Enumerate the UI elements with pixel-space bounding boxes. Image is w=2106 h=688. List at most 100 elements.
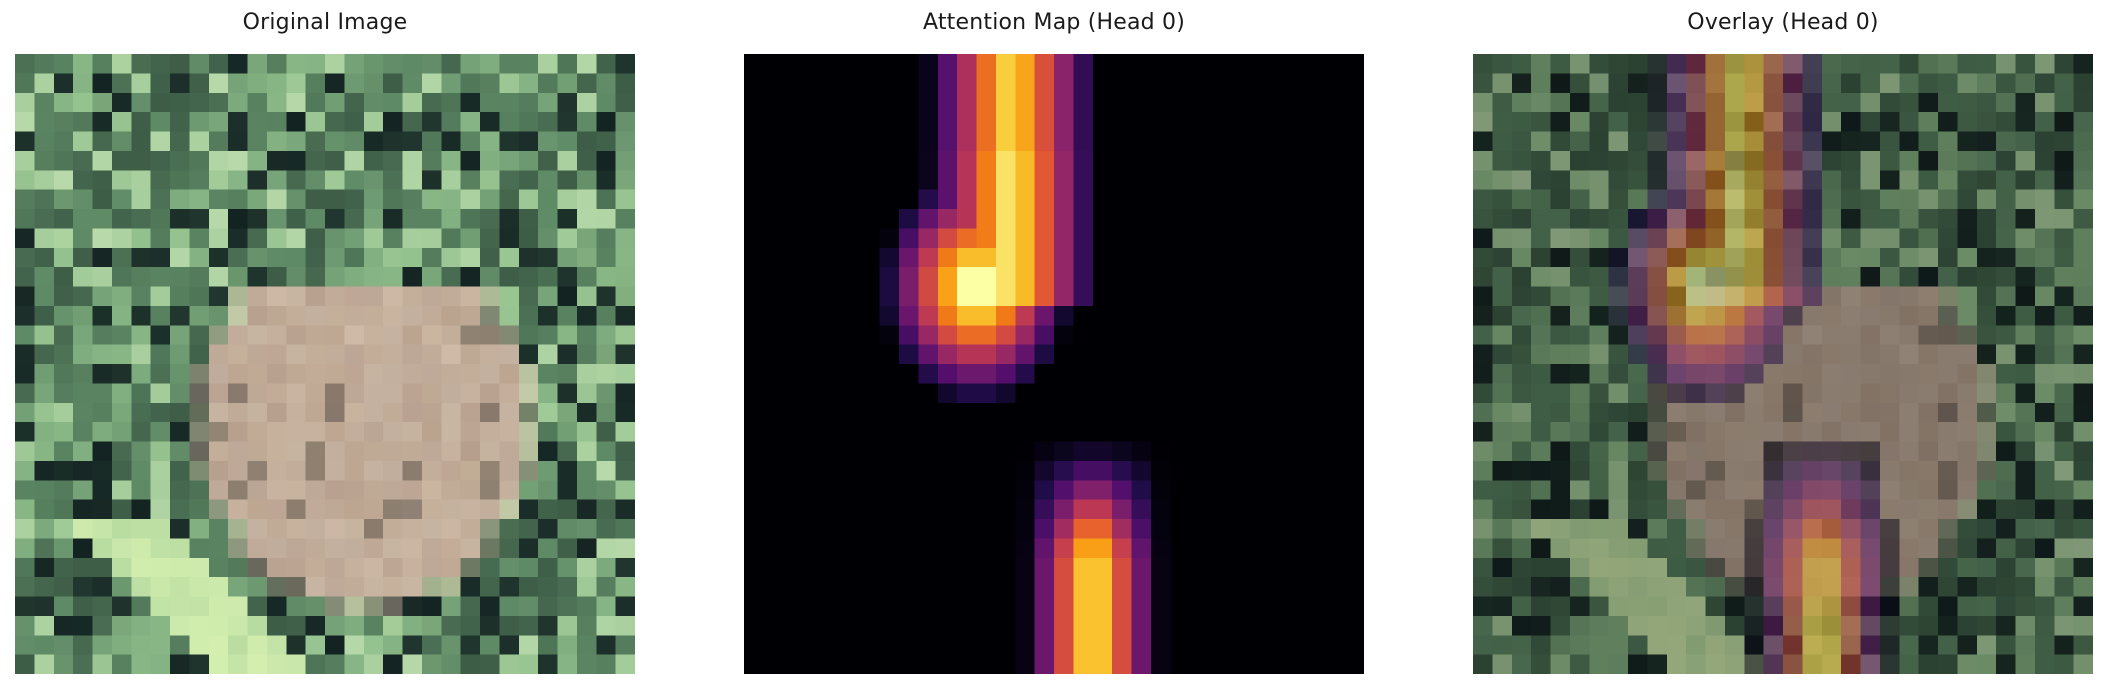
overlay-pixel xyxy=(1802,344,1823,365)
photo-pixel xyxy=(73,596,93,617)
overlay-pixel xyxy=(1976,54,1997,74)
overlay-pixel xyxy=(1957,112,1978,132)
overlay-pixel xyxy=(2054,383,2075,404)
attention-pixel xyxy=(1034,364,1055,384)
overlay-pixel xyxy=(1957,499,1978,520)
overlay-pixel xyxy=(1841,364,1861,384)
attention-pixel xyxy=(782,228,803,249)
overlay-pixel xyxy=(1976,267,1997,287)
overlay-pixel xyxy=(2034,228,2055,249)
photo-pixel xyxy=(305,499,326,520)
overlay-pixel xyxy=(1589,209,1610,229)
overlay-pixel xyxy=(1996,112,2016,132)
photo-pixel xyxy=(383,54,403,74)
overlay-pixel xyxy=(1879,54,1900,74)
photo-pixel xyxy=(189,364,210,384)
overlay-pixel xyxy=(2054,112,2075,132)
overlay-pixel xyxy=(1724,480,1745,501)
overlay-pixel xyxy=(1608,577,1629,597)
attention-pixel xyxy=(1325,499,1346,520)
photo-pixel xyxy=(34,422,55,442)
overlay-pixel xyxy=(1705,422,1726,442)
overlay-pixel xyxy=(1744,654,1765,674)
attention-pixel xyxy=(937,228,958,249)
attention-pixel xyxy=(1267,499,1287,520)
photo-pixel xyxy=(228,73,248,94)
photo-pixel xyxy=(111,422,132,442)
attention-pixel xyxy=(899,538,919,559)
photo-pixel xyxy=(499,131,520,152)
overlay-pixel xyxy=(1860,557,1881,578)
attention-pixel xyxy=(821,170,842,191)
photo-pixel xyxy=(92,92,113,113)
attention-pixel xyxy=(957,305,977,326)
photo-pixel xyxy=(363,325,384,346)
overlay-pixel xyxy=(1996,247,2016,268)
overlay-pixel xyxy=(1763,54,1784,74)
overlay-pixel xyxy=(1744,92,1765,113)
photo-pixel xyxy=(518,383,539,404)
overlay-pixel xyxy=(1686,422,1706,442)
overlay-pixel xyxy=(1976,73,1997,94)
photo-pixel xyxy=(596,441,617,462)
attention-pixel xyxy=(1150,73,1171,94)
photo-pixel xyxy=(15,402,35,423)
attention-pixel xyxy=(1131,73,1152,94)
photo-pixel xyxy=(111,305,132,326)
attention-pixel xyxy=(1073,615,1094,636)
photo-pixel xyxy=(402,635,423,656)
attention-pixel xyxy=(1247,364,1268,384)
attention-pixel xyxy=(763,480,784,501)
overlay-pixel xyxy=(1705,54,1726,74)
attention-pixel xyxy=(1325,441,1346,462)
overlay-pixel xyxy=(1841,519,1861,539)
overlay-pixel xyxy=(1705,228,1726,249)
attention-pixel xyxy=(879,92,900,113)
overlay-pixel xyxy=(1608,422,1629,442)
overlay-pixel xyxy=(1821,615,1842,636)
photo-pixel xyxy=(228,364,248,384)
attention-pixel xyxy=(1073,73,1094,94)
attention-pixel xyxy=(840,228,861,249)
attention-pixel xyxy=(1034,499,1055,520)
overlay-pixel xyxy=(2073,615,2093,636)
attention-pixel xyxy=(763,92,784,113)
photo-pixel xyxy=(286,422,307,442)
overlay-pixel xyxy=(1976,247,1997,268)
photo-pixel xyxy=(615,170,635,191)
overlay-pixel xyxy=(1608,286,1629,307)
overlay-pixel xyxy=(2015,267,2036,287)
photo-pixel xyxy=(34,73,55,94)
attention-pixel xyxy=(918,615,939,636)
photo-pixel xyxy=(402,73,423,94)
attention-pixel xyxy=(1092,325,1113,346)
attention-pixel xyxy=(1150,209,1171,229)
photo-pixel xyxy=(325,247,345,268)
overlay-pixel xyxy=(1589,635,1610,656)
photo-pixel xyxy=(615,344,635,365)
photo-pixel xyxy=(53,460,74,481)
attention-pixel xyxy=(1054,325,1074,346)
photo-pixel xyxy=(73,170,93,191)
attention-pixel xyxy=(1189,344,1210,365)
photo-pixel xyxy=(596,131,617,152)
attention-pixel xyxy=(744,480,764,501)
attention-pixel xyxy=(976,460,997,481)
photo-pixel xyxy=(576,596,597,617)
overlay-pixel xyxy=(1802,635,1823,656)
photo-pixel xyxy=(538,460,558,481)
photo-pixel xyxy=(73,364,93,384)
overlay-pixel xyxy=(1589,54,1610,74)
overlay-pixel xyxy=(1860,189,1881,210)
attention-pixel xyxy=(1112,364,1132,384)
attention-pixel xyxy=(1305,460,1326,481)
photo-pixel xyxy=(170,344,190,365)
photo-pixel xyxy=(576,150,597,171)
attention-pixel xyxy=(976,112,997,132)
attention-pixel xyxy=(1150,92,1171,113)
photo-pixel xyxy=(34,499,55,520)
photo-pixel xyxy=(150,402,171,423)
overlay-pixel xyxy=(1976,499,1997,520)
photo-pixel xyxy=(557,596,578,617)
photo-pixel xyxy=(441,635,462,656)
